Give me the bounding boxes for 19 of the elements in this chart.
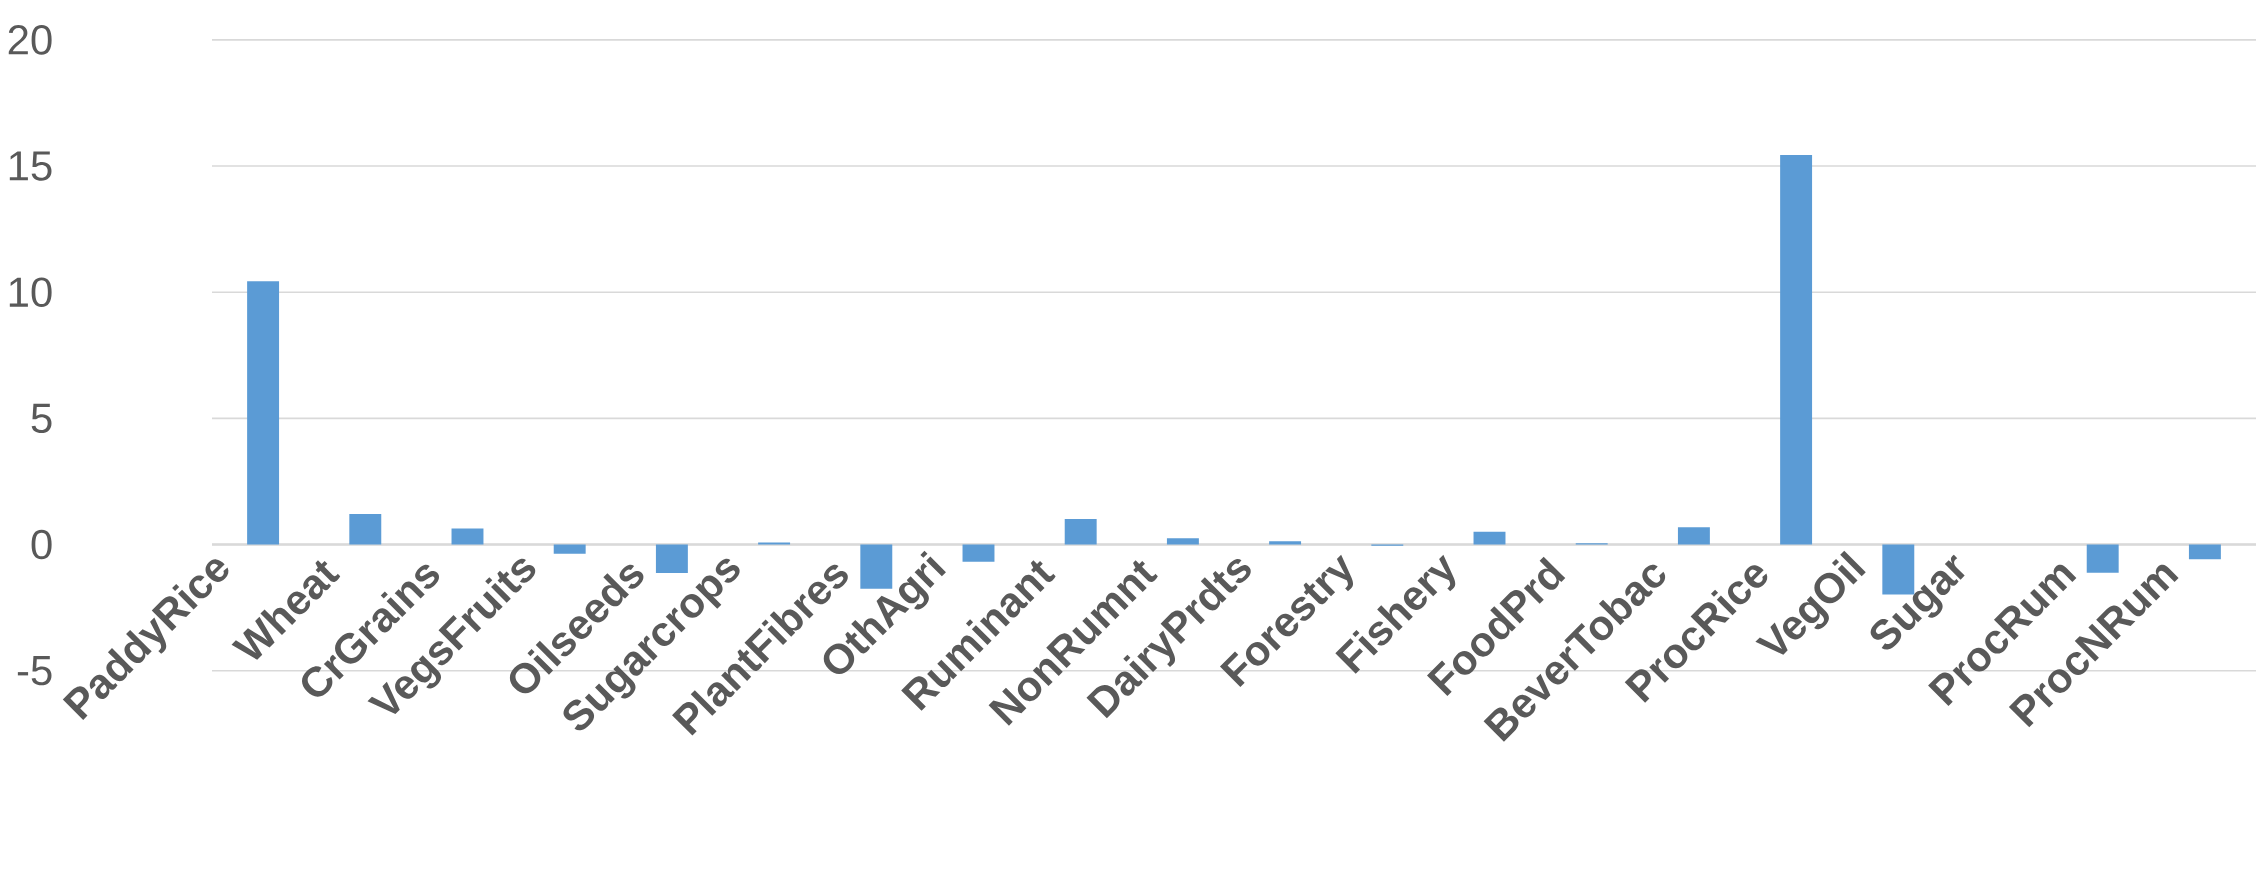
- bar: [451, 528, 484, 545]
- bar: [1677, 526, 1710, 545]
- bar: [758, 542, 791, 545]
- y-tick-label: -5: [17, 655, 52, 686]
- y-tick-label: 20: [8, 24, 52, 55]
- bar: [1473, 531, 1506, 545]
- bar: [349, 513, 382, 545]
- bar: [247, 281, 280, 545]
- bar: [2188, 544, 2221, 560]
- y-tick-label: 0: [31, 529, 52, 560]
- bar: [553, 544, 586, 554]
- bar: [1064, 518, 1097, 545]
- y-tick-label: 10: [9, 277, 52, 307]
- y-tick-label: 15: [9, 151, 52, 181]
- bar: [1166, 538, 1199, 545]
- bar: [962, 544, 995, 562]
- y-tick-label: 5: [31, 403, 52, 433]
- bar: [1269, 541, 1302, 545]
- bar: [1780, 154, 1813, 545]
